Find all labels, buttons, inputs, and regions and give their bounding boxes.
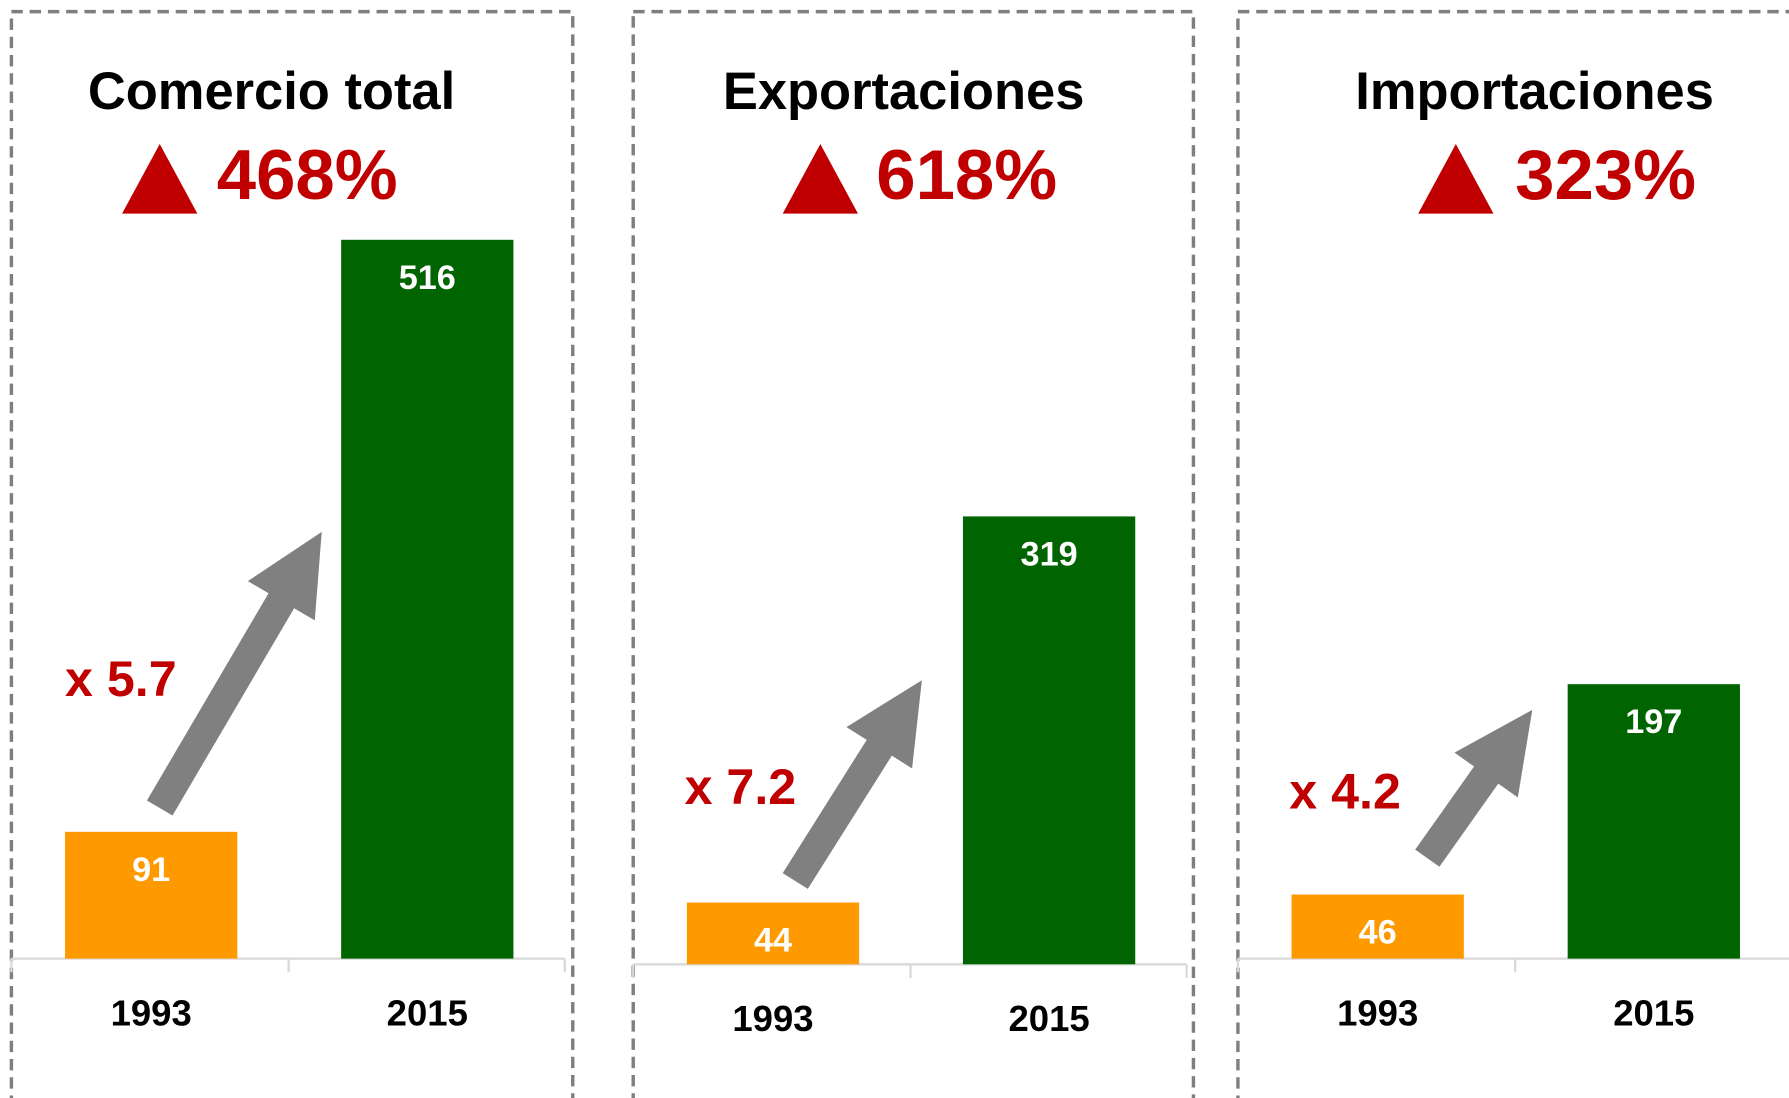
growth-arrow	[1415, 709, 1533, 867]
x-tick-label: 2015	[1613, 992, 1694, 1033]
multiplier-annotation: x 4.2	[1289, 764, 1401, 820]
up-triangle	[1418, 143, 1494, 214]
up-triangle	[122, 143, 198, 214]
growth-arrow	[782, 680, 922, 889]
chart-title: Comercio total	[88, 62, 455, 121]
bar	[1291, 894, 1464, 959]
growth-annotation: 323%	[1515, 135, 1696, 214]
chart-title: Exportaciones	[723, 62, 1085, 121]
data-label: 516	[399, 259, 456, 297]
up-triangle	[782, 143, 858, 214]
chart-title: Importaciones	[1355, 62, 1714, 121]
data-label: 319	[1021, 535, 1078, 573]
multiplier-annotation: x 5.7	[65, 651, 177, 707]
panel-border	[9, 9, 575, 1098]
x-tick-label: 1993	[1337, 992, 1418, 1033]
data-label: 44	[754, 922, 792, 960]
bar	[1567, 684, 1740, 959]
panel-border	[631, 9, 1196, 1098]
x-tick-label: 2015	[1008, 998, 1089, 1039]
growth-arrow	[146, 531, 322, 816]
bar	[962, 516, 1136, 965]
bar	[65, 831, 238, 959]
multiplier-annotation: x 7.2	[685, 759, 797, 815]
x-tick-label: 2015	[387, 992, 468, 1033]
x-tick-label: 1993	[732, 998, 813, 1039]
data-label: 46	[1359, 914, 1397, 952]
bar	[686, 902, 860, 965]
growth-annotation: 618%	[876, 135, 1057, 214]
bar	[341, 239, 514, 959]
data-label: 91	[132, 851, 170, 889]
data-label: 197	[1625, 703, 1682, 741]
growth-annotation: 468%	[217, 135, 398, 214]
panel-border	[1236, 9, 1789, 1098]
x-tick-label: 1993	[111, 992, 192, 1033]
